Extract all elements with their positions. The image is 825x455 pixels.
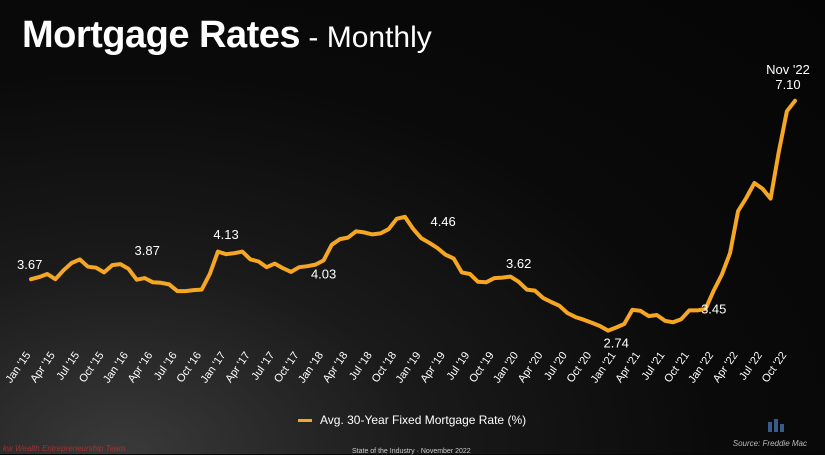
x-tick-label: Apr '19 — [418, 350, 448, 385]
x-tick-label: Jan '22 — [686, 350, 716, 386]
x-tick-label: Jan '16 — [101, 350, 131, 386]
data-labels: 3.67 3.87 4.13 4.03 4.46 3.62 2.74 3.45 7.10Nov … — [17, 62, 810, 351]
x-tick-label: Oct '22 — [760, 350, 790, 385]
data-label: 7.10 — [775, 77, 800, 92]
legend-swatch — [298, 418, 312, 422]
legend: Avg. 30-Year Fixed Mortgage Rate (%) — [298, 413, 526, 427]
x-tick-label: Jan '21 — [589, 350, 619, 386]
data-label: 4.13 — [213, 227, 238, 242]
data-label-header: Nov '22 — [766, 62, 810, 77]
source-note: Source: Freddie Mac — [732, 439, 807, 448]
data-label: 4.03 — [311, 266, 336, 281]
rate-line — [29, 98, 797, 333]
x-tick-label: Jan '20 — [491, 350, 521, 386]
title-subtitle: - Monthly — [300, 21, 432, 54]
x-tick-label: Jan '17 — [199, 350, 229, 386]
x-tick-label: Apr '15 — [28, 350, 58, 385]
chart-title: Mortgage Rates - Monthly — [22, 14, 432, 57]
title-main: Mortgage Rates — [22, 14, 301, 56]
x-tick-label: Apr '16 — [126, 350, 156, 385]
x-tick-label: Jan '19 — [394, 350, 424, 386]
data-label: 2.74 — [604, 336, 629, 351]
x-tick-label: Apr '21 — [613, 350, 643, 385]
x-tick-label: Jan '15 — [3, 350, 33, 386]
brand-logo: kw Wealth Entrepreneurship Team — [3, 444, 126, 453]
x-tick-label: Jan '18 — [296, 350, 326, 386]
data-label: 3.62 — [506, 256, 531, 271]
x-tick-label: Apr '22 — [711, 350, 741, 385]
legend-label: Avg. 30-Year Fixed Mortgage Rate (%) — [320, 413, 527, 427]
data-label: 4.46 — [430, 214, 455, 229]
x-tick-label: Apr '18 — [321, 350, 351, 385]
x-tick-label: Apr '17 — [223, 350, 253, 385]
building-logo-icon — [768, 419, 784, 432]
data-label: 3.45 — [701, 302, 726, 317]
x-tick-label: Apr '20 — [516, 350, 546, 385]
data-label: 3.67 — [17, 257, 42, 272]
data-label: 3.87 — [135, 243, 160, 258]
footer-text: State of the Industry · November 2022 — [352, 448, 471, 455]
